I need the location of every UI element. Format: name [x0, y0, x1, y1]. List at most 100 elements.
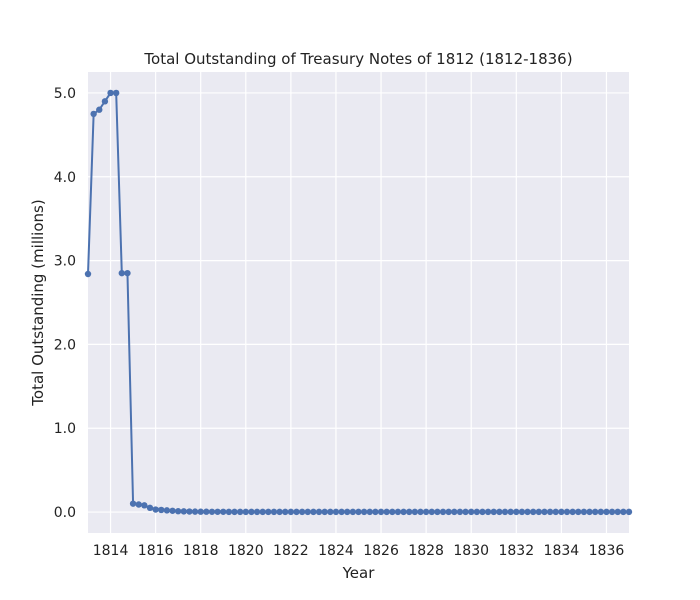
- data-point: [265, 508, 272, 516]
- x-tick-label: 1828: [408, 543, 444, 559]
- y-tick-label: 5.0: [54, 86, 76, 102]
- data-point: [434, 508, 441, 516]
- data-point: [603, 508, 610, 516]
- data-point: [451, 508, 458, 516]
- data-point: [445, 508, 452, 516]
- x-tick-label: 1816: [138, 543, 174, 559]
- data-point: [253, 508, 261, 516]
- x-tick-label: 1834: [544, 543, 580, 559]
- data-point: [456, 508, 464, 516]
- data-point: [462, 508, 469, 516]
- y-axis-title: Total Outstanding (millions): [29, 199, 47, 406]
- data-point: [513, 508, 520, 516]
- data-point: [383, 508, 390, 516]
- data-point: [208, 508, 216, 515]
- data-point: [169, 507, 176, 514]
- data-point: [518, 508, 526, 516]
- data-point: [225, 508, 233, 516]
- y-tick-label: 4.0: [54, 170, 76, 186]
- data-point: [163, 507, 171, 514]
- data-point: [439, 508, 447, 516]
- data-point: [372, 508, 379, 516]
- data-point: [428, 508, 435, 516]
- data-point: [625, 508, 633, 516]
- data-point: [338, 508, 345, 516]
- plot-area: [88, 72, 629, 533]
- x-tick-label: 1830: [453, 543, 489, 559]
- y-tick-label: 2.0: [54, 337, 76, 353]
- data-point: [191, 508, 199, 515]
- x-tick-label: 1836: [589, 543, 625, 559]
- data-point: [586, 508, 593, 516]
- data-point: [344, 508, 351, 516]
- data-point: [197, 508, 204, 515]
- data-point: [298, 508, 306, 516]
- data-point: [614, 508, 621, 516]
- y-tick-label: 1.0: [54, 421, 76, 437]
- data-point: [214, 508, 221, 515]
- data-point: [591, 508, 599, 516]
- data-point: [411, 508, 419, 516]
- data-point: [124, 269, 131, 277]
- x-axis-ticks: 1814 1816 1818 1820 1822 1824 1826 1828 1830 1832…: [93, 543, 625, 559]
- data-point: [310, 508, 317, 516]
- data-point: [479, 508, 486, 516]
- data-point: [507, 508, 514, 516]
- data-point: [552, 508, 559, 516]
- y-axis-ticks: 0.0 1.0 2.0 3.0 4.0 5.0: [54, 86, 76, 521]
- data-point: [580, 508, 588, 516]
- data-point: [558, 508, 565, 516]
- data-point: [112, 89, 120, 97]
- data-point: [203, 508, 210, 515]
- y-tick-label: 0.0: [54, 505, 76, 521]
- data-point: [597, 508, 605, 516]
- x-tick-label: 1814: [93, 543, 129, 559]
- data-point: [496, 508, 503, 516]
- data-point: [468, 508, 475, 516]
- x-tick-label: 1826: [363, 543, 399, 559]
- data-point: [524, 508, 531, 516]
- data-point: [174, 508, 182, 515]
- data-point: [242, 508, 249, 516]
- data-point: [501, 508, 509, 516]
- data-point: [129, 500, 137, 507]
- y-tick-label: 3.0: [54, 254, 76, 270]
- data-point: [259, 508, 266, 516]
- data-point: [304, 508, 311, 516]
- data-point: [490, 508, 497, 516]
- data-point: [366, 508, 373, 516]
- data-point: [541, 508, 548, 516]
- data-point: [394, 508, 402, 516]
- data-point: [107, 89, 114, 97]
- data-point: [101, 98, 109, 105]
- data-point: [417, 508, 424, 516]
- data-point: [327, 508, 334, 516]
- data-point: [321, 508, 328, 516]
- x-tick-label: 1818: [183, 543, 219, 559]
- data-point: [236, 508, 244, 516]
- data-point: [186, 508, 193, 515]
- data-point: [84, 270, 92, 278]
- data-point: [484, 508, 492, 516]
- data-point: [355, 508, 362, 516]
- x-tick-label: 1820: [228, 543, 264, 559]
- x-tick-label: 1832: [498, 543, 534, 559]
- data-point: [620, 508, 627, 516]
- series-layer: [84, 89, 633, 516]
- data-point: [96, 106, 103, 113]
- data-point: [220, 508, 227, 515]
- data-point: [90, 110, 97, 118]
- data-point: [569, 508, 576, 516]
- x-tick-label: 1824: [318, 543, 354, 559]
- data-point: [158, 506, 165, 514]
- data-point: [135, 501, 142, 508]
- data-point: [406, 508, 413, 516]
- data-point: [231, 508, 238, 516]
- data-point: [473, 508, 481, 516]
- data-point: [349, 508, 357, 516]
- data-point: [315, 508, 323, 516]
- data-point: [282, 508, 289, 516]
- data-point: [118, 269, 126, 277]
- data-point: [146, 504, 154, 512]
